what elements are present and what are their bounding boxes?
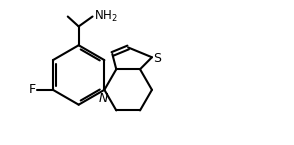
Text: F: F — [29, 83, 36, 96]
Text: S: S — [153, 52, 161, 65]
Text: N: N — [99, 92, 108, 105]
Text: NH$_2$: NH$_2$ — [93, 9, 117, 24]
